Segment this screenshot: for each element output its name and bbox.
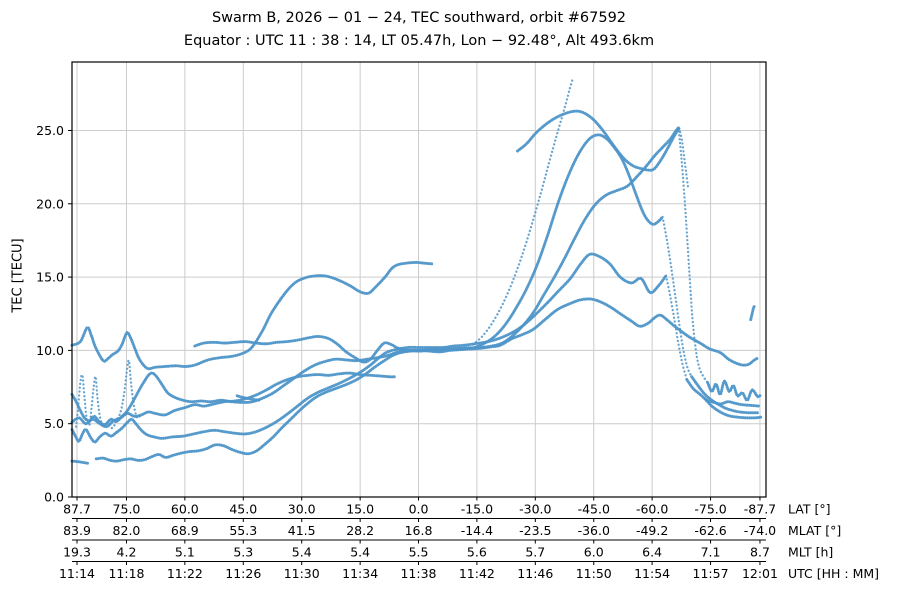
- x-tick-label: 87.7: [63, 502, 91, 517]
- axis-row-unit-label: MLT [h]: [788, 545, 833, 560]
- trace-B-spike: [471, 78, 574, 346]
- x-tick-label: 11:57: [693, 566, 729, 581]
- x-tick-label: 11:50: [576, 566, 612, 581]
- x-tick-label: 60.0: [171, 502, 199, 517]
- trace-C-plunge: [661, 215, 693, 378]
- x-tick-label: 11:34: [342, 566, 378, 581]
- trace-A-tail: [678, 127, 690, 191]
- x-tick-label: -87.7: [744, 502, 776, 517]
- frag-left-dash: [235, 394, 262, 402]
- x-tick-label: 7.1: [701, 545, 721, 560]
- x-tick-label: -36.0: [578, 523, 610, 538]
- x-tick-label: 8.7: [750, 545, 770, 560]
- x-tick-label: 82.0: [113, 523, 141, 538]
- x-tick-label: 11:38: [400, 566, 436, 581]
- x-tick-label: 11:14: [59, 566, 95, 581]
- x-tick-label: 16.8: [405, 523, 433, 538]
- x-tick-label: 5.5: [409, 545, 429, 560]
- trace-JC: [94, 133, 665, 463]
- axis-row-unit-label: LAT [°]: [788, 502, 830, 517]
- x-tick-label: -75.0: [694, 502, 726, 517]
- x-tick-label: -74.0: [744, 523, 776, 538]
- x-tick-label: 6.4: [642, 545, 662, 560]
- x-tick-label: 5.7: [525, 545, 545, 560]
- trace-I3E: [70, 252, 668, 444]
- x-tick-label: 4.2: [117, 545, 137, 560]
- trace-D-band: [706, 379, 763, 402]
- x-tick-label: 41.5: [288, 523, 316, 538]
- x-tick-label: 11:18: [108, 566, 144, 581]
- x-tick-label: 6.0: [584, 545, 604, 560]
- x-tick-label: 11:46: [517, 566, 553, 581]
- x-tick-label: -60.0: [636, 502, 668, 517]
- axis-row-unit-label: UTC [HH : MM]: [788, 566, 879, 581]
- x-tick-label: 5.4: [292, 545, 312, 560]
- y-tick-label: 20.0: [36, 196, 64, 211]
- x-tick-label: -15.0: [461, 502, 493, 517]
- x-tick-label: 5.6: [467, 545, 487, 560]
- y-tick-label: 25.0: [36, 123, 64, 138]
- x-tick-label: 19.3: [63, 545, 91, 560]
- x-tick-label: 11:30: [284, 566, 320, 581]
- plot-title-line1: Swarm B, 2026 − 01 − 24, TEC southward, …: [211, 10, 627, 26]
- y-tick-label: 15.0: [36, 270, 64, 285]
- x-tick-label: -14.4: [461, 523, 493, 538]
- axis-row-unit-label: MLAT [°]: [788, 523, 841, 538]
- x-tick-label: 11:54: [634, 566, 670, 581]
- x-tick-label: 45.0: [229, 502, 257, 517]
- trace-noise: [75, 359, 143, 430]
- trace-H-riser: [193, 126, 681, 364]
- x-tick-label: -45.0: [578, 502, 610, 517]
- trace-E-band: [685, 378, 761, 408]
- x-tick-label: 75.0: [113, 502, 141, 517]
- x-tick-label: 5.4: [350, 545, 370, 560]
- x-tick-label: -30.0: [519, 502, 551, 517]
- trace-E-plunge: [664, 274, 689, 381]
- trace-G-dome: [70, 260, 434, 371]
- plot-title-line2: Equator : UTC 11 : 38 : 14, LT 05.47h, L…: [183, 33, 655, 49]
- trace-J0-dash: [70, 459, 90, 465]
- x-tick-label: 28.2: [346, 523, 374, 538]
- trace-C-band: [690, 375, 761, 415]
- x-tick-label: 68.9: [171, 523, 199, 538]
- x-tick-label: 5.3: [233, 545, 253, 560]
- x-tick-label: 30.0: [288, 502, 316, 517]
- trace-A-26peak: [516, 109, 681, 172]
- x-tick-label: 5.1: [175, 545, 195, 560]
- trace-I1: [70, 371, 397, 429]
- x-tick-label: -62.6: [694, 523, 726, 538]
- x-tick-label: 11:42: [459, 566, 495, 581]
- x-tick-label: 11:22: [167, 566, 203, 581]
- trace-band-low: [703, 397, 763, 420]
- x-tick-label: 83.9: [63, 523, 91, 538]
- frag-right-dash: [749, 304, 757, 322]
- x-tick-label: 15.0: [346, 502, 374, 517]
- x-tick-label: 11:26: [225, 566, 261, 581]
- x-tick-label: 0.0: [409, 502, 429, 517]
- trace-D-plunge: [677, 126, 709, 384]
- trace-I2F: [70, 297, 759, 427]
- x-tick-label: -49.2: [636, 523, 668, 538]
- y-tick-label: 5.0: [44, 416, 64, 431]
- y-axis-label: TEC [TECU]: [10, 238, 26, 313]
- x-tick-label: 12:01: [742, 566, 778, 581]
- y-tick-label: 0.0: [44, 490, 64, 505]
- y-tick-label: 10.0: [36, 343, 64, 358]
- x-tick-label: 55.3: [229, 523, 257, 538]
- x-tick-label: -23.5: [519, 523, 551, 538]
